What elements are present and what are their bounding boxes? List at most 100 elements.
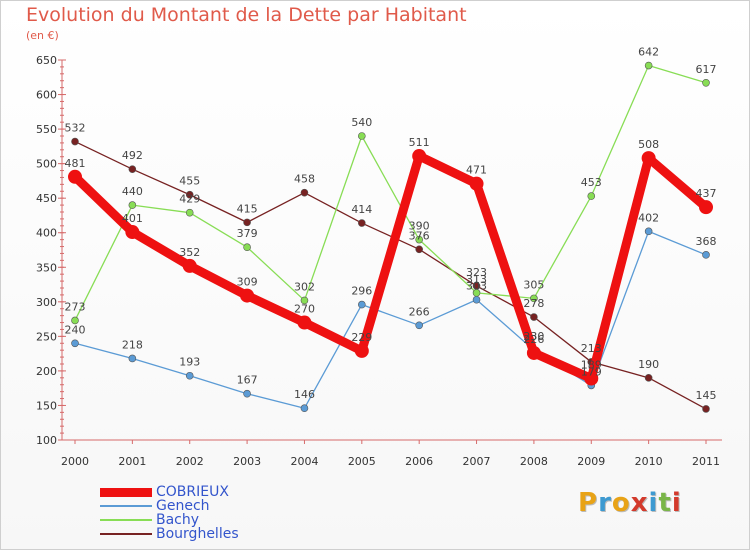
data-label: 240 [65,323,86,336]
y-tick-label: 550 [36,123,57,136]
data-point [354,343,369,358]
data-point [526,345,541,360]
data-label: 266 [409,305,430,318]
series-bachy [71,61,710,325]
x-tick-label: 2008 [520,455,548,468]
data-label: 415 [237,202,258,215]
data-point [300,404,309,413]
data-point [530,313,538,321]
x-tick-label: 2006 [405,455,433,468]
legend-label: Bachy [156,512,200,528]
data-label: 401 [122,212,143,225]
data-label: 376 [409,229,430,242]
x-tick-label: 2005 [348,455,376,468]
logo-letter: t [658,488,672,518]
y-tick-label: 450 [36,192,57,205]
data-point [185,190,194,199]
series-cobrieux [68,149,713,386]
data-label: 540 [351,116,372,129]
data-label: 508 [638,138,659,151]
data-label: 296 [351,285,372,298]
data-point [128,201,137,209]
series-line-bourghelles [74,140,707,410]
legend-item: Bachy [100,512,300,528]
data-label: 229 [351,331,372,344]
y-tick-label: 100 [36,434,57,447]
data-label: 481 [65,157,86,170]
data-point [644,374,653,382]
data-point [587,192,596,200]
data-point [644,227,653,236]
data-label: 303 [466,280,487,293]
data-label: 146 [294,388,315,401]
legend-swatch [100,533,152,535]
data-label: 313 [466,273,487,286]
data-point [358,132,366,140]
data-point [71,137,79,146]
data-label: 492 [122,149,143,162]
proxiti-logo: Proxiti [578,488,682,518]
data-label: 179 [581,365,602,378]
data-label: 218 [122,338,143,351]
data-point [182,258,197,273]
data-point [300,296,309,305]
y-tick-label: 150 [36,399,57,412]
data-label: 455 [179,175,200,188]
data-label: 458 [294,173,315,186]
x-tick-label: 2000 [61,455,89,468]
data-point [71,339,79,348]
data-label: 145 [696,389,717,402]
legend-item: Genech [100,498,300,514]
y-tick-label: 350 [36,261,57,274]
y-tick-label: 400 [36,227,57,240]
data-point [71,316,79,325]
series-line-bachy [74,64,707,322]
series-line-cobrieux [70,151,711,384]
data-label: 273 [65,300,86,313]
data-point [240,288,255,303]
x-tick-label: 2010 [635,455,663,468]
data-point [300,188,309,197]
data-label: 278 [523,297,544,310]
y-tick-label: 200 [36,365,57,378]
data-label: 167 [237,374,258,387]
data-label: 642 [638,46,659,59]
legend-item: Bourghelles [100,526,300,542]
data-point [128,354,137,363]
series-bourghelles [71,137,710,413]
data-label: 471 [466,164,487,177]
data-label: 226 [523,333,544,346]
x-tick-label: 2002 [176,455,204,468]
data-label: 368 [696,235,717,248]
series-lines [68,61,713,413]
legend-item: COBRIEUX [100,484,300,500]
data-label: 414 [351,203,372,216]
logo-letter: x [630,488,649,518]
data-point [584,371,599,386]
data-label: 511 [409,136,430,149]
data-label: 429 [179,193,200,206]
data-point [415,235,423,244]
x-tick-label: 2003 [233,455,261,468]
data-point [702,405,710,413]
data-label: 193 [179,356,200,369]
logo-letter: P [578,488,599,518]
x-tick-label: 2009 [577,455,605,468]
y-tick-label: 600 [36,89,57,102]
data-label: 379 [237,227,258,240]
data-label: 532 [65,122,86,135]
data-label: 189 [581,359,602,372]
data-point [243,243,251,252]
data-label: 453 [581,176,602,189]
data-point [699,200,713,215]
legend-swatch [100,488,152,497]
logo-letter: i [671,488,682,518]
data-point [185,208,194,217]
data-point [125,225,140,240]
y-tick-label: 650 [36,54,57,67]
x-tick-label: 2004 [290,455,318,468]
legend-swatch [100,519,152,521]
data-label: 270 [294,303,315,316]
data-point [185,371,194,380]
